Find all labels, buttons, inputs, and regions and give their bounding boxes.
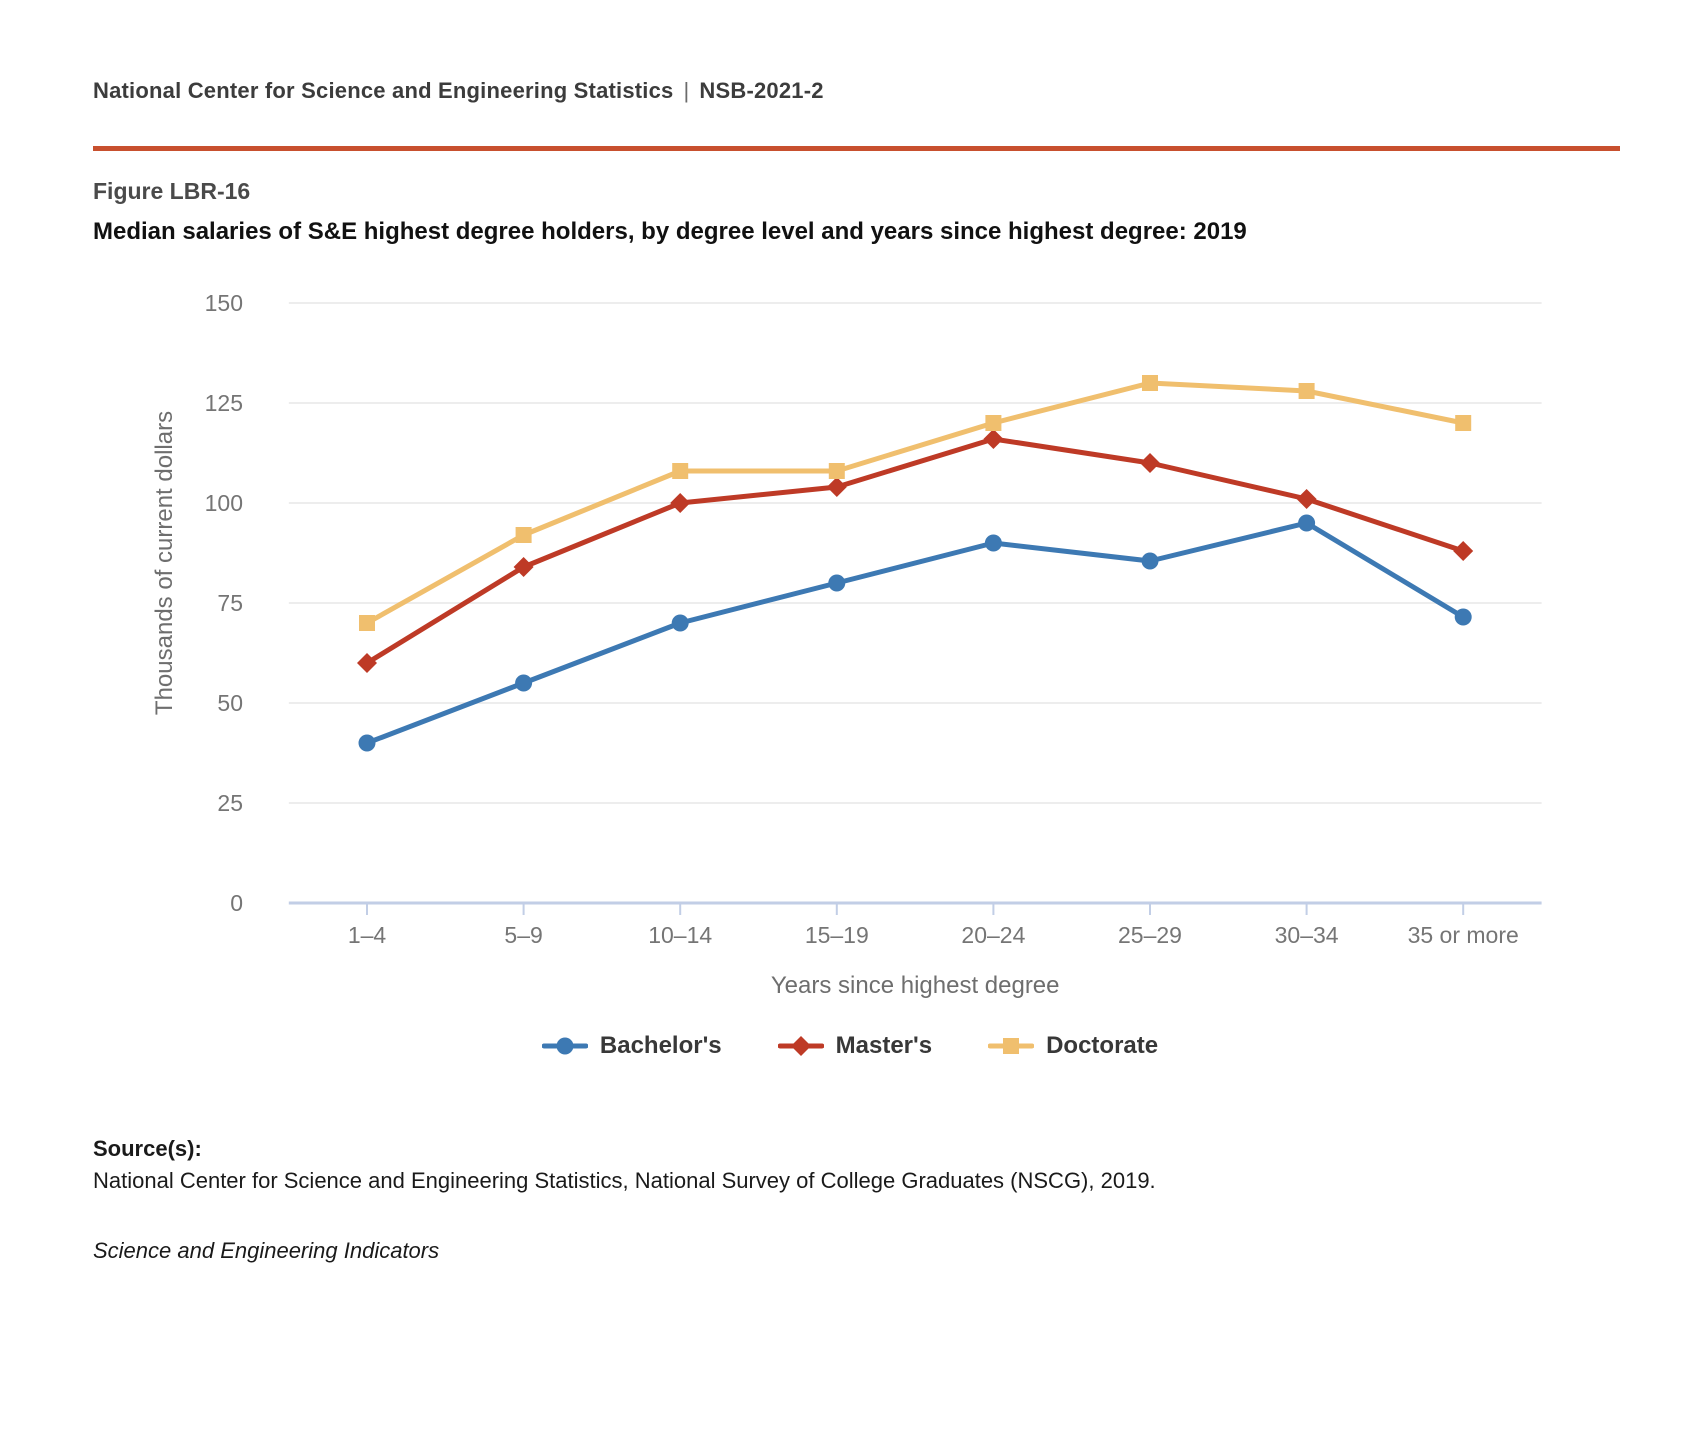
- data-point-master-s-35-or-more: [1453, 541, 1474, 561]
- data-point-doctorate-1-4: [359, 615, 375, 631]
- legend-marker-bachelor-s: [556, 1037, 574, 1055]
- x-tick-label: 30–34: [1275, 922, 1339, 948]
- legend-item-master-s[interactable]: Master's: [777, 1032, 933, 1060]
- report-header: National Center for Science and Engineer…: [93, 78, 1620, 104]
- header-separator: |: [683, 78, 690, 103]
- data-point-bachelor-s-5-9: [515, 674, 533, 692]
- figure-label: Figure LBR-16: [93, 178, 251, 204]
- data-point-bachelor-s-1-4: [358, 734, 376, 752]
- data-point-master-s-25-29: [1140, 453, 1160, 473]
- x-tick-label: 10–14: [648, 922, 712, 948]
- y-tick-label: 125: [205, 390, 243, 416]
- legend-square-icon: [988, 1038, 1035, 1054]
- chart-legend: Bachelor's Master's Doctorate: [0, 1032, 1700, 1060]
- series-line-doctorate: [364, 380, 1466, 626]
- data-point-bachelor-s-35-or-more: [1454, 608, 1472, 626]
- data-point-master-s-10-14: [670, 493, 691, 513]
- legend-marker-doctorate: [1003, 1038, 1020, 1054]
- chart-title: Median salaries of S&E highest degree ho…: [93, 218, 1247, 245]
- y-tick-label: 25: [217, 790, 243, 816]
- series-line-bachelor-s: [364, 520, 1466, 746]
- data-point-bachelor-s-10-14: [671, 614, 689, 632]
- data-point-doctorate-25-29: [1142, 375, 1158, 391]
- x-axis-title: Years since highest degree: [771, 972, 1060, 999]
- data-point-doctorate-35-or-more: [1455, 415, 1472, 431]
- x-tick-label: 35 or more: [1408, 922, 1519, 948]
- legend-item-bachelor-s[interactable]: Bachelor's: [541, 1032, 722, 1060]
- data-point-bachelor-s-30-34: [1298, 514, 1316, 532]
- legend-diamond-icon: [777, 1036, 824, 1056]
- chart-canvas: 0 25 50 75 100 125 150 Thousands of current dol…: [151, 290, 1542, 999]
- data-point-master-s-30-34: [1296, 489, 1317, 509]
- source-block: Source(s): National Center for Science a…: [93, 1136, 1620, 1264]
- report-id: NSB-2021-2: [699, 78, 824, 103]
- data-point-doctorate-15-19: [828, 463, 845, 479]
- data-point-master-s-20-24: [983, 429, 1004, 449]
- y-tick-label: 0: [230, 890, 243, 916]
- org-name: National Center for Science and Engineer…: [93, 78, 674, 103]
- legend-item-doctorate[interactable]: Doctorate: [988, 1032, 1158, 1060]
- accent-rule: [93, 146, 1620, 151]
- data-point-bachelor-s-25-29: [1141, 552, 1159, 570]
- data-point-doctorate-5-9: [515, 527, 532, 543]
- y-tick-label: 75: [217, 590, 243, 616]
- series-line-master-s: [364, 436, 1466, 666]
- data-point-doctorate-20-24: [985, 415, 1002, 431]
- x-tick-label: 25–29: [1118, 922, 1182, 948]
- data-point-doctorate-10-14: [672, 463, 689, 479]
- data-point-doctorate-30-34: [1298, 383, 1315, 399]
- x-tick-label: 1–4: [348, 922, 387, 948]
- x-tick-label: 5–9: [504, 922, 542, 948]
- y-axis-title: Thousands of current dollars: [151, 411, 178, 715]
- source-heading: Source(s):: [93, 1136, 202, 1161]
- x-tick-label: 15–19: [805, 922, 869, 948]
- legend-marker-master-s: [790, 1036, 811, 1056]
- data-point-master-s-1-4: [357, 653, 377, 673]
- data-point-master-s-5-9: [513, 557, 534, 577]
- source-text: National Center for Science and Engineer…: [93, 1168, 1156, 1193]
- legend-circle-icon: [541, 1037, 588, 1055]
- source-publication: Science and Engineering Indicators: [93, 1238, 440, 1263]
- y-tick-label: 100: [205, 490, 243, 516]
- line-chart: 0 25 50 75 100 125 150 Thousands of current dol…: [0, 246, 1700, 1006]
- legend-label: Doctorate: [1046, 1032, 1159, 1059]
- data-point-bachelor-s-20-24: [984, 534, 1002, 552]
- legend-label: Master's: [835, 1032, 933, 1059]
- y-tick-label: 50: [217, 690, 243, 716]
- y-tick-label: 150: [205, 290, 243, 316]
- data-point-master-s-15-19: [826, 477, 847, 497]
- legend-label: Bachelor's: [599, 1032, 722, 1059]
- data-point-bachelor-s-15-19: [828, 574, 846, 592]
- x-tick-label: 20–24: [961, 922, 1025, 948]
- page: National Center for Science and Engineer…: [0, 78, 1700, 1264]
